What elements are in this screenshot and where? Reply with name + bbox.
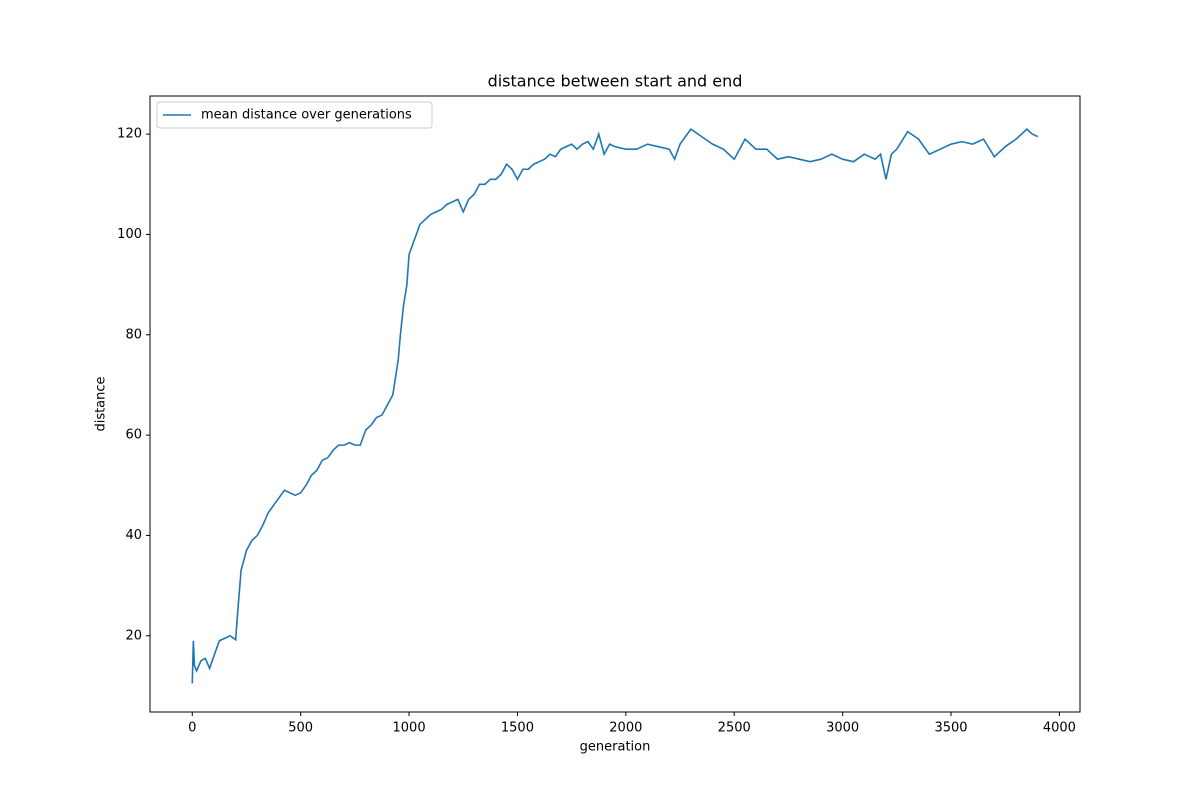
y-tick-label: 80 bbox=[125, 327, 142, 342]
x-axis-label: generation bbox=[580, 740, 651, 755]
x-tick-label: 3500 bbox=[934, 721, 967, 736]
x-tick-label: 0 bbox=[188, 721, 196, 736]
legend-label: mean distance over generations bbox=[201, 108, 412, 123]
plot-frame bbox=[149, 95, 1081, 713]
y-tick-label: 40 bbox=[125, 528, 142, 543]
data-line bbox=[191, 128, 1039, 684]
x-tick-label: 2500 bbox=[718, 721, 751, 736]
legend-box bbox=[156, 101, 433, 129]
y-tick-label: 120 bbox=[117, 127, 142, 142]
y-tick-label: 100 bbox=[117, 227, 142, 242]
x-tick-label: 1500 bbox=[501, 721, 534, 736]
x-tick-label: 3000 bbox=[826, 721, 859, 736]
y-axis-label: distance bbox=[94, 376, 109, 431]
y-tick-label: 60 bbox=[125, 428, 142, 443]
x-tick-label: 500 bbox=[288, 721, 313, 736]
x-tick-label: 1000 bbox=[393, 721, 426, 736]
chart-title: distance between start and end bbox=[488, 72, 743, 91]
x-tick-label: 4000 bbox=[1043, 721, 1076, 736]
y-tick-label: 20 bbox=[125, 628, 142, 643]
x-tick-label: 2000 bbox=[609, 721, 642, 736]
